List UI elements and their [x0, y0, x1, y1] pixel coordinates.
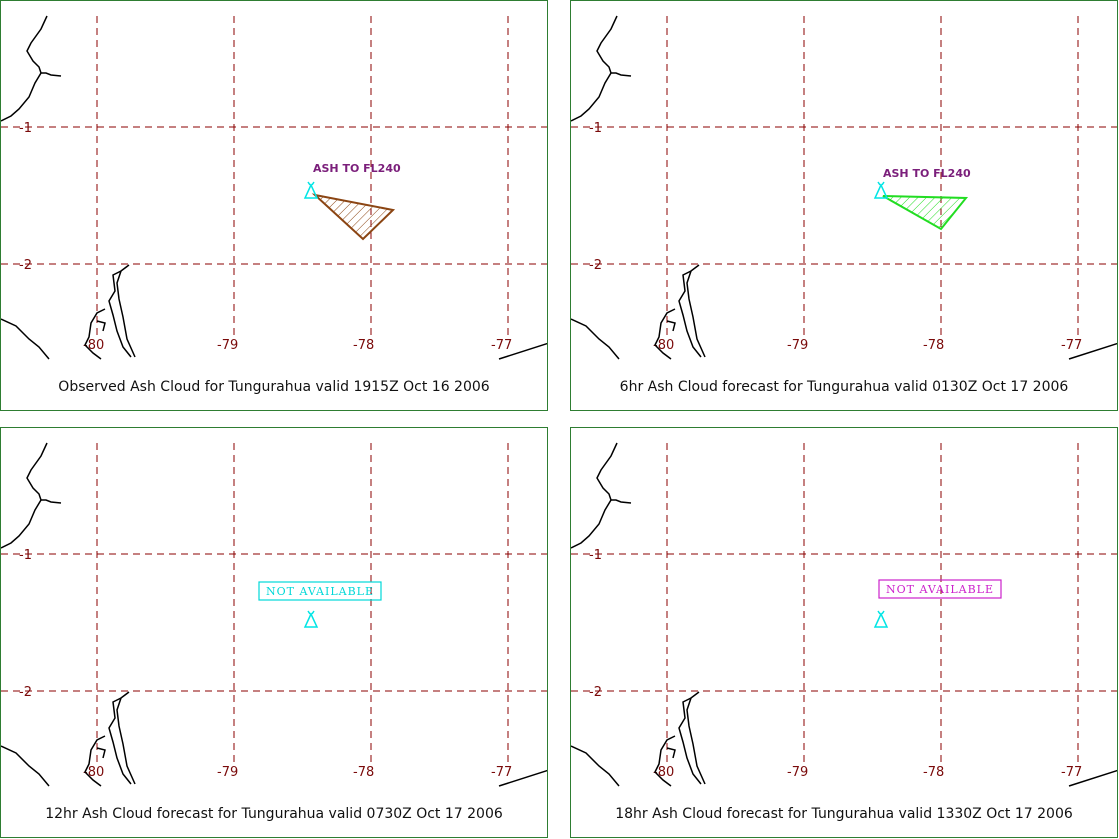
panel-caption: 12hr Ash Cloud forecast for Tungurahua v… [45, 806, 503, 822]
lon-label: -77 [491, 338, 512, 353]
lat-label: -1 [19, 548, 32, 563]
lat-label: -2 [589, 685, 602, 700]
panel-caption: 6hr Ash Cloud forecast for Tungurahua va… [619, 379, 1069, 395]
ash-cloud-polygon [882, 195, 969, 231]
lat-label: -1 [589, 121, 602, 136]
lon-label: -79 [787, 338, 808, 353]
volcano-icon [873, 181, 889, 199]
lon-label: -78 [923, 338, 944, 353]
map-canvas: -1 -2 -80 -79 -78 -77 ASH TO FL240 [571, 15, 1117, 360]
coastline [1, 442, 547, 787]
lon-label: -79 [217, 338, 238, 353]
lat-lon-grid [1, 16, 547, 336]
coastline [1, 15, 547, 360]
ash-height-label: ASH TO FL240 [883, 167, 971, 180]
lat-lon-grid [571, 16, 1117, 336]
lon-label: -77 [491, 765, 512, 780]
lat-label: -2 [589, 258, 602, 273]
panel-caption: Observed Ash Cloud for Tungurahua valid … [58, 379, 490, 395]
map-panel-12hr-forecast: -1 -2 -80 -79 -78 -77 NOT AVAILABLE 12hr… [0, 427, 548, 838]
map-panel-18hr-forecast: -1 -2 -80 -79 -78 -77 NOT AVAILABLE 18hr… [570, 427, 1118, 838]
lon-label: -78 [353, 765, 374, 780]
map-canvas: -1 -2 -80 -79 -78 -77 ASH TO FL240 [1, 15, 547, 360]
lat-lon-grid [571, 443, 1117, 763]
ash-height-label: ASH TO FL240 [313, 162, 401, 175]
lon-label: -78 [353, 338, 374, 353]
map-canvas: -1 -2 -80 -79 -78 -77 NOT AVAILABLE [571, 442, 1117, 787]
lon-label: -77 [1061, 338, 1082, 353]
not-available-label: NOT AVAILABLE [886, 583, 994, 596]
ash-cloud-polygon [311, 193, 396, 241]
lat-label: -1 [19, 121, 32, 136]
not-available-box [878, 579, 1002, 599]
volcano-icon [303, 610, 319, 628]
panel-caption: 18hr Ash Cloud forecast for Tungurahua v… [615, 806, 1073, 822]
lon-label: -78 [923, 765, 944, 780]
not-available-box [258, 581, 382, 601]
lat-label: -1 [589, 548, 602, 563]
lon-label: -79 [787, 765, 808, 780]
not-available-label: NOT AVAILABLE [266, 585, 374, 598]
volcano-icon [303, 181, 319, 199]
lon-label: -79 [217, 765, 238, 780]
lon-label: -77 [1061, 765, 1082, 780]
map-canvas: -1 -2 -80 -79 -78 -77 NOT AVAILABLE [1, 442, 547, 787]
lat-label: -2 [19, 685, 32, 700]
volcano-icon [873, 610, 889, 628]
map-panel-observed: -1 -2 -80 -79 -78 -77 ASH TO FL240 O [0, 0, 548, 411]
coastline [571, 442, 1117, 787]
lat-lon-grid [1, 443, 547, 763]
coastline [571, 15, 1117, 360]
map-panel-6hr-forecast: -1 -2 -80 -79 -78 -77 ASH TO FL240 6 [570, 0, 1118, 411]
lat-label: -2 [19, 258, 32, 273]
